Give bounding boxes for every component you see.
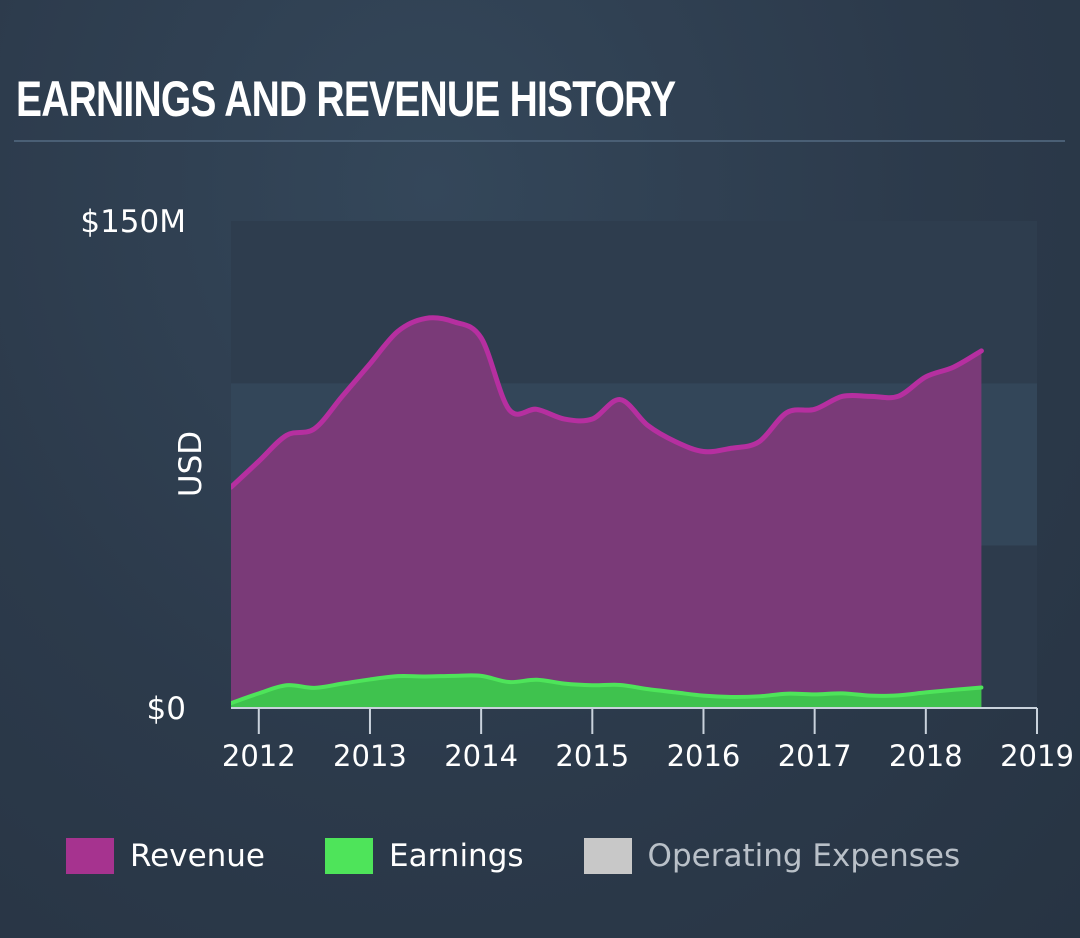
legend-swatch-earnings [325, 838, 374, 874]
legend-label-earnings: Earnings [389, 838, 524, 874]
series-areas [231, 315, 984, 708]
legend-item-operating-expenses: Operating Expenses [583, 838, 961, 874]
grid-band [231, 221, 1037, 384]
x-tick-label: 2018 [889, 739, 963, 773]
chart-legend: Revenue Earnings Operating Expenses [66, 836, 1020, 876]
earnings-area [231, 675, 982, 708]
chart-title: EARNINGS AND REVENUE HISTORY [16, 71, 676, 127]
revenue-area [231, 317, 982, 708]
x-tick-label: 2016 [667, 739, 741, 773]
x-axis-ticks: 2012 2013 2014 2015 2016 2017 2018 2019 [222, 739, 1074, 773]
y-tick-label: $0 [147, 691, 186, 727]
y-axis-ticks: $150M $0 [80, 204, 186, 727]
legend-swatch-operating-expenses [583, 838, 632, 874]
x-tick-label: 2013 [333, 739, 407, 773]
x-tick-label: 2012 [222, 739, 296, 773]
legend-item-revenue: Revenue [66, 838, 265, 874]
x-axis [231, 707, 1038, 734]
earnings-line [231, 673, 984, 706]
legend-label-revenue: Revenue [130, 838, 266, 874]
x-tick-label: 2015 [555, 739, 629, 773]
title-divider [14, 140, 1065, 142]
x-tick-label: 2014 [444, 739, 518, 773]
legend-swatch-revenue [66, 838, 114, 874]
legend-label-operating-expenses: Operating Expenses [647, 838, 961, 874]
x-tick-label: 2019 [1000, 739, 1074, 773]
y-axis-title: USD [173, 431, 209, 497]
x-tick-label: 2017 [778, 739, 852, 773]
revenue-line [231, 315, 984, 490]
y-tick-label: $150M [80, 204, 186, 240]
legend-item-earnings: Earnings [325, 838, 524, 874]
